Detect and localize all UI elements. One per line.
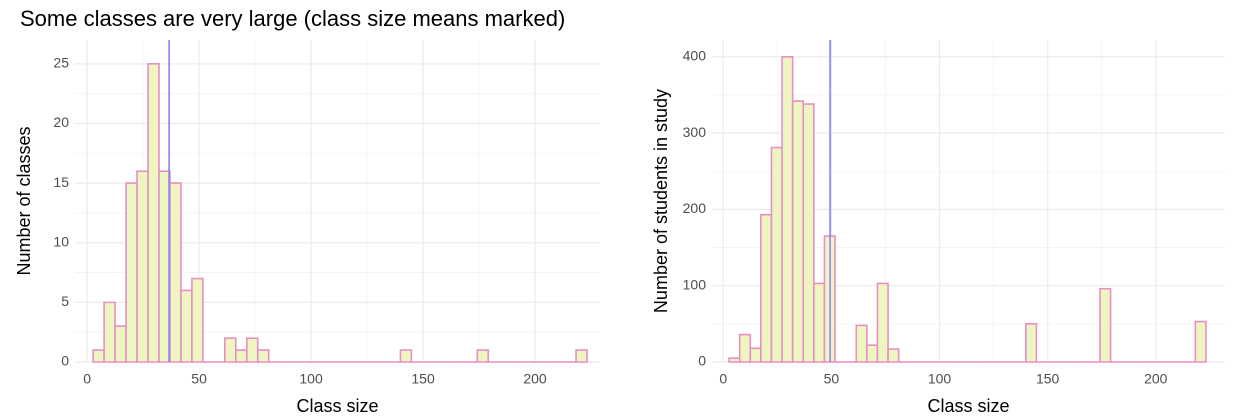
histogram-bar [114,325,127,363]
x-tick-label: 0 [83,371,91,387]
histogram-bar [1194,320,1207,363]
y-tick-label: 10 [53,233,69,249]
histogram-bar [760,213,773,363]
x-axis-title: Class size [296,396,378,416]
histogram-bar [802,103,815,363]
y-tick-label: 5 [61,293,69,309]
histogram-bar [476,349,490,363]
y-axis-title: Number of classes [14,126,34,275]
histogram-bar [169,182,182,363]
histogram-bar [92,349,105,363]
histogram-bar [245,337,259,363]
y-tick-label: 200 [683,200,707,216]
figure-title: Some classes are very large (class size … [20,6,565,31]
x-tick-label: 200 [523,371,547,387]
histogram-bar [876,282,889,363]
y-tick-label: 15 [53,174,69,190]
histogram-bar [136,170,149,363]
histogram-bar [738,333,752,363]
y-tick-label: 100 [683,276,707,292]
x-tick-label: 0 [719,371,727,387]
y-tick-label: 0 [698,353,706,369]
histogram-bar [1025,323,1038,363]
x-tick-label: 50 [824,371,840,387]
x-axis-title: Class size [927,396,1009,416]
histogram-bar [887,348,900,363]
x-tick-label: 200 [1144,371,1168,387]
histogram-bar [1099,287,1112,363]
histogram-bar [855,324,868,363]
histogram-bar [728,357,741,363]
y-tick-label: 25 [53,55,69,71]
histogram-bar [147,63,160,363]
histogram-bar [191,277,204,363]
x-tick-label: 150 [411,371,435,387]
histogram-bar [224,337,237,363]
histogram-bar [256,349,270,363]
histogram-bar [235,349,248,363]
x-tick-label: 100 [299,371,323,387]
histogram-bar [125,182,138,363]
y-axis-title: Number of students in study [651,89,671,313]
histogram-bar [781,55,794,363]
histogram-bar [866,344,879,363]
x-tick-label: 150 [1036,371,1060,387]
histogram-bar [813,282,826,363]
x-tick-label: 100 [928,371,952,387]
histogram-bar [575,349,588,363]
y-tick-label: 0 [61,353,69,369]
histogram-bar [399,349,413,363]
histogram-bar [791,100,805,363]
y-tick-label: 20 [53,114,69,130]
x-tick-label: 50 [191,371,207,387]
histogram-bar [103,301,116,363]
histogram-bar [158,170,171,363]
histogram-bar [180,289,193,363]
histogram-bar [770,146,783,363]
histogram-bar [749,347,762,363]
y-tick-label: 300 [683,124,707,140]
y-tick-label: 400 [683,47,707,63]
